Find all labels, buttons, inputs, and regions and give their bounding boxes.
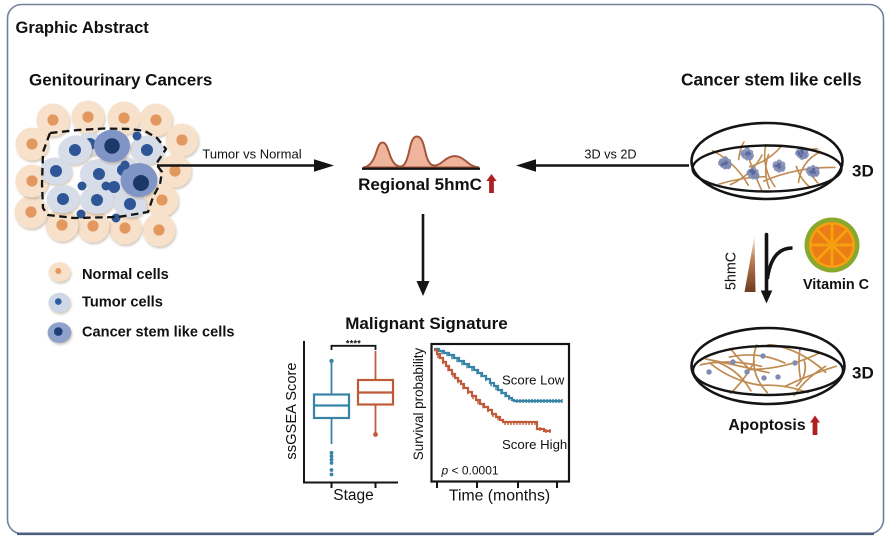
svg-text:Malignant Signature: Malignant Signature: [345, 314, 507, 333]
svg-text:Tumor vs Normal: Tumor vs Normal: [202, 147, 301, 162]
svg-text:3D vs 2D: 3D vs 2D: [584, 148, 636, 162]
svg-text:ssGSEA Score: ssGSEA Score: [284, 362, 300, 459]
svg-text:Apoptosis: Apoptosis: [728, 417, 805, 434]
svg-text:Stage: Stage: [333, 487, 374, 504]
svg-text:Normal cells: Normal cells: [82, 267, 169, 283]
svg-text:Tumor cells: Tumor cells: [82, 295, 163, 311]
svg-text:Cancer stem like cells: Cancer stem like cells: [82, 325, 235, 341]
svg-text:Cancer stem like cells: Cancer stem like cells: [681, 70, 862, 90]
svg-text:p < 0.0001: p < 0.0001: [441, 464, 499, 478]
svg-text:5hmC: 5hmC: [724, 252, 740, 290]
svg-text:Genitourinary Cancers: Genitourinary Cancers: [29, 71, 212, 90]
svg-text:3D: 3D: [852, 162, 874, 181]
svg-text:Time (months): Time (months): [449, 488, 550, 505]
svg-text:Survival probability: Survival probability: [411, 348, 426, 461]
svg-text:Vitamin C: Vitamin C: [803, 277, 869, 293]
svg-text:Regional 5hmC: Regional 5hmC: [358, 175, 482, 194]
svg-text:****: ****: [346, 339, 361, 349]
svg-text:Graphic Abstract: Graphic Abstract: [16, 19, 150, 37]
svg-text:3D: 3D: [852, 364, 874, 383]
svg-text:Score Low: Score Low: [502, 373, 565, 388]
svg-text:Score High: Score High: [502, 437, 567, 452]
